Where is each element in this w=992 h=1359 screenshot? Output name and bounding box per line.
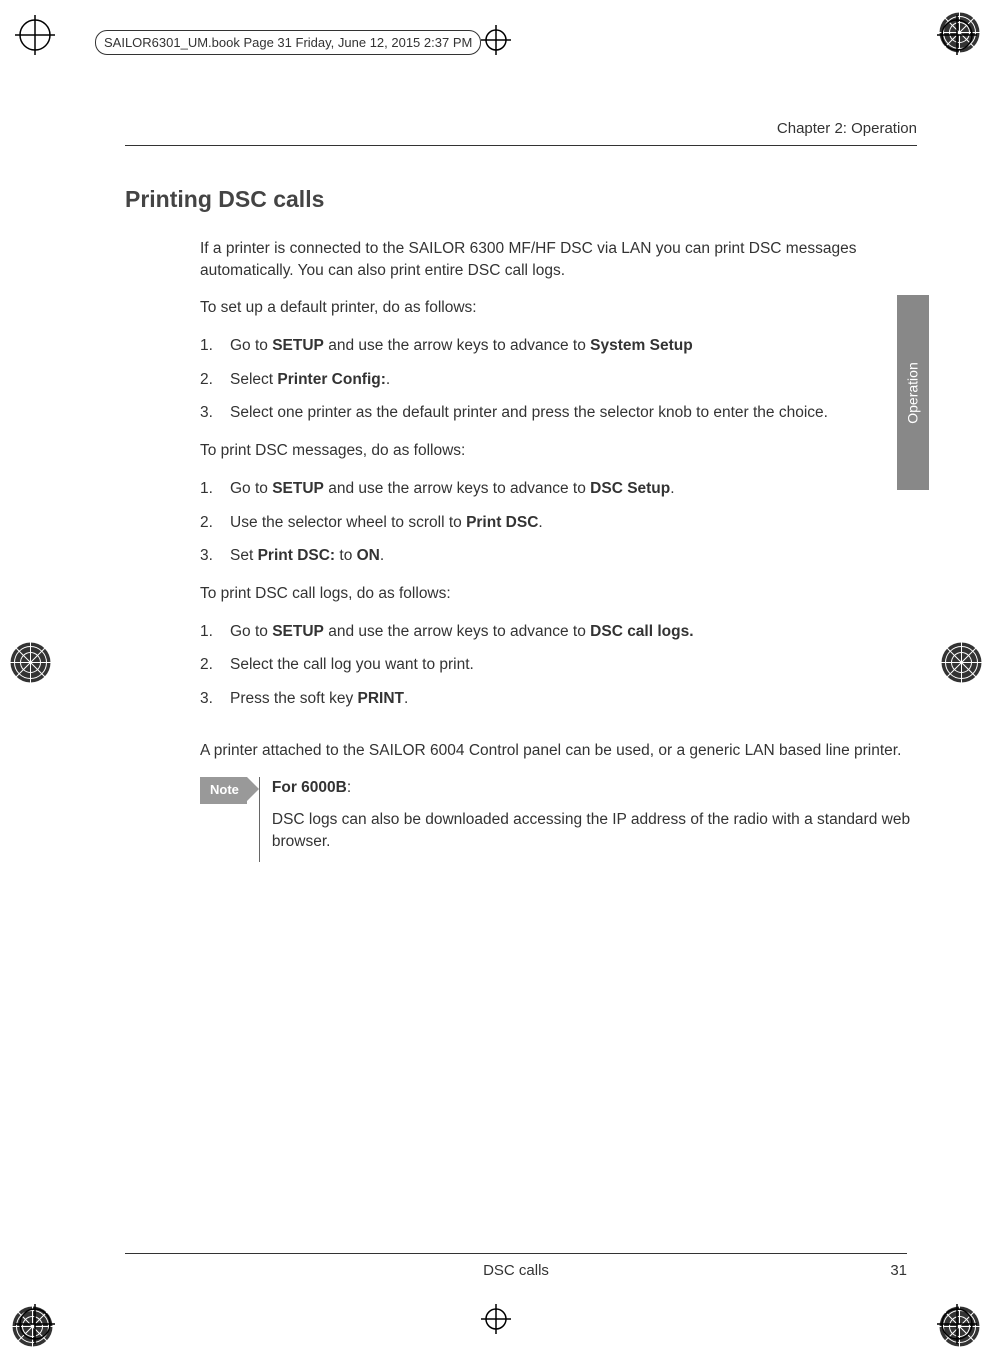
- list-item: 1.Go to SETUP and use the arrow keys to …: [200, 335, 917, 357]
- crop-mark-tl: [15, 15, 55, 55]
- list-item: 1.Go to SETUP and use the arrow keys to …: [200, 478, 917, 500]
- body-text: If a printer is connected to the SAILOR …: [200, 238, 917, 862]
- book-info-header: SAILOR6301_UM.book Page 31 Friday, June …: [95, 30, 481, 55]
- procedure-list-2: 1.Go to SETUP and use the arrow keys to …: [200, 478, 917, 567]
- list-item: 2.Use the selector wheel to scroll to Pr…: [200, 512, 917, 534]
- reg-mark-mr: [939, 640, 984, 685]
- crop-mark-br: [937, 1304, 977, 1344]
- list-item: 3.Press the soft key PRINT.: [200, 688, 917, 710]
- reg-mark-ml: [8, 640, 53, 685]
- intro-paragraph-1: If a printer is connected to the SAILOR …: [200, 238, 917, 281]
- tail-paragraph: A printer attached to the SAILOR 6004 Co…: [200, 740, 917, 762]
- page-content: Chapter 2: Operation Printing DSC calls …: [125, 120, 917, 862]
- procedure-list-1: 1.Go to SETUP and use the arrow keys to …: [200, 335, 917, 424]
- note-box: Note For 6000B: DSC logs can also be dow…: [200, 777, 917, 862]
- list-item: 2.Select Printer Config:.: [200, 369, 917, 391]
- list-item: 3.Select one printer as the default prin…: [200, 402, 917, 424]
- center-mark-top: [481, 25, 511, 55]
- list-item: 1.Go to SETUP and use the arrow keys to …: [200, 621, 917, 643]
- crop-mark-bl: [15, 1304, 55, 1344]
- center-mark-bottom: [481, 1304, 511, 1334]
- mid-paragraph-2: To print DSC call logs, do as follows:: [200, 583, 917, 605]
- chapter-header: Chapter 2: Operation: [125, 120, 917, 146]
- footer-title: DSC calls: [165, 1262, 867, 1279]
- section-title: Printing DSC calls: [125, 186, 917, 213]
- list-item: 3.Set Print DSC: to ON.: [200, 545, 917, 567]
- list-item: 2.Select the call log you want to print.: [200, 654, 917, 676]
- note-content: For 6000B: DSC logs can also be download…: [259, 777, 917, 862]
- crop-mark-tr: [937, 15, 977, 55]
- intro-paragraph-2: To set up a default printer, do as follo…: [200, 297, 917, 319]
- page-number: 31: [867, 1262, 907, 1279]
- procedure-list-3: 1.Go to SETUP and use the arrow keys to …: [200, 621, 917, 710]
- mid-paragraph-1: To print DSC messages, do as follows:: [200, 440, 917, 462]
- note-label: Note: [200, 777, 247, 803]
- page-footer: DSC calls 31: [125, 1253, 907, 1279]
